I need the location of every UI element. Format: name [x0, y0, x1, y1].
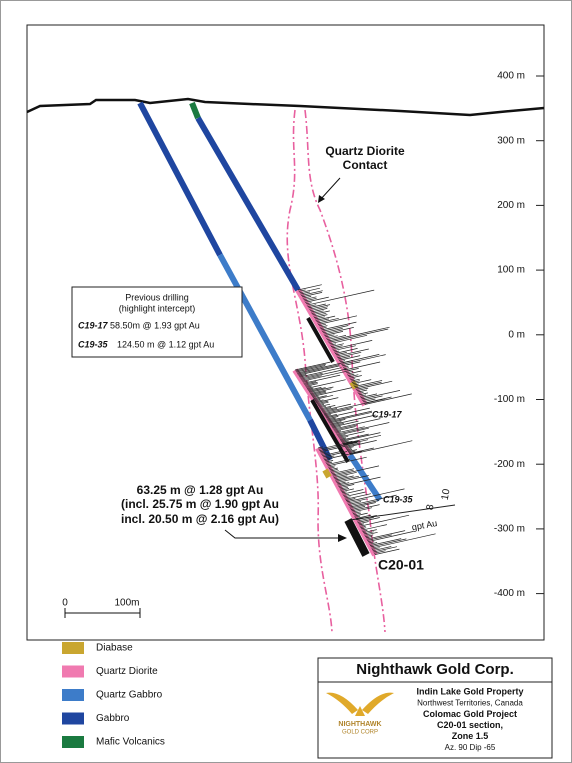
- topography: [26, 97, 545, 117]
- title-line: C20-01 section,: [437, 720, 503, 730]
- elevation-label: 100 m: [497, 265, 525, 276]
- title-line: Colomac Gold Project: [423, 709, 517, 719]
- legend-label: Mafic Volcanics: [96, 737, 165, 748]
- elevation-label: -400 m: [494, 588, 525, 599]
- hole-segment: [189, 101, 201, 120]
- intercept-bar: [306, 317, 335, 363]
- elevation-label: 200 m: [497, 200, 525, 211]
- intercept-text: 124.50 m @ 1.12 gpt Au: [117, 339, 214, 349]
- legend-label: Quartz Diorite: [96, 666, 158, 677]
- elevation-label: 400 m: [497, 71, 525, 82]
- intercept-text: 58.50m @ 1.93 gpt Au: [110, 320, 200, 330]
- title-lines: Indin Lake Gold Property Northwest Territ…: [416, 686, 523, 752]
- legend-swatch: [62, 736, 84, 748]
- arrowhead: [338, 534, 347, 542]
- elevation-label: 0 m: [508, 329, 525, 340]
- scale-bar: [64, 608, 141, 618]
- previous-drilling-box: [71, 286, 243, 358]
- legend-swatch: [62, 642, 84, 654]
- intercept-label: incl. 20.50 m @ 2.16 gpt Au): [121, 512, 279, 526]
- hole-label: C19-17: [372, 409, 403, 419]
- scale-label: 100m: [114, 598, 139, 609]
- company-name: Nighthawk Gold Corp.: [356, 661, 514, 678]
- logo-text: GOLD CORP: [342, 730, 378, 736]
- elevation-label: -300 m: [494, 524, 525, 535]
- grade-scale: [349, 504, 456, 521]
- arrow: [319, 177, 341, 201]
- arrow: [224, 529, 340, 539]
- elevation-axis: 400 m 300 m 200 m 100 m 0 m -100 m -200 m -300 …: [494, 71, 544, 599]
- title-line: Az. 90 Dip -65: [445, 743, 496, 752]
- legend-label: Gabbro: [96, 713, 130, 724]
- title-line: Indin Lake Gold Property: [416, 686, 523, 696]
- logo-wings: [326, 692, 394, 716]
- hole-label: C20-01: [378, 557, 424, 573]
- title-box: [317, 657, 553, 759]
- legend: Diabase Quartz Diorite Quartz Gabbro Gabbro…: [62, 642, 165, 748]
- legend-swatch: [62, 665, 84, 678]
- elevation-label: 300 m: [497, 135, 525, 146]
- intercept-bar: [310, 398, 350, 464]
- hole-label: C19-35: [383, 494, 414, 504]
- hole-segment: [217, 253, 313, 422]
- legend-swatch: [62, 712, 84, 725]
- section-frame: [26, 24, 545, 641]
- logo-text: NIGHTHAWK: [338, 721, 381, 728]
- drill-holes: [137, 101, 383, 557]
- hole-segment: [292, 368, 353, 457]
- box-title: Previous drilling: [125, 292, 189, 302]
- hole-id: C19-17: [78, 320, 109, 330]
- legend-swatch: [62, 689, 84, 701]
- title-line: Zone 1.5: [452, 731, 489, 741]
- contact-line: [286, 109, 333, 633]
- intercept-bars: [306, 317, 370, 557]
- intercept-label: (incl. 25.75 m @ 1.90 gpt Au: [121, 497, 279, 511]
- contact-label: Contact: [343, 158, 388, 172]
- legend-label: Quartz Gabbro: [96, 690, 163, 701]
- hole-segment: [322, 468, 332, 479]
- scale-label: 0: [62, 598, 68, 609]
- intercept-label: 63.25 m @ 1.28 gpt Au: [137, 483, 264, 497]
- hole-segment: [137, 101, 223, 257]
- grade-tick: 8: [425, 503, 437, 511]
- hole-segment: [347, 453, 383, 502]
- hole-segment: [315, 446, 378, 557]
- hole-segment: [195, 116, 301, 292]
- box-subtitle: (highlight intercept): [119, 303, 196, 313]
- elevation-label: -100 m: [494, 394, 525, 405]
- elevation-label: -200 m: [494, 459, 525, 470]
- hole-id: C19-35: [78, 339, 109, 349]
- arrowhead: [318, 195, 325, 203]
- legend-label: Diabase: [96, 643, 133, 654]
- intercept-bar: [344, 518, 370, 557]
- grade-unit: gpt Au: [411, 518, 438, 532]
- title-line: Northwest Territories, Canada: [417, 698, 523, 707]
- contact-label: Quartz Diorite: [325, 144, 405, 158]
- grade-tick: 10: [440, 488, 453, 501]
